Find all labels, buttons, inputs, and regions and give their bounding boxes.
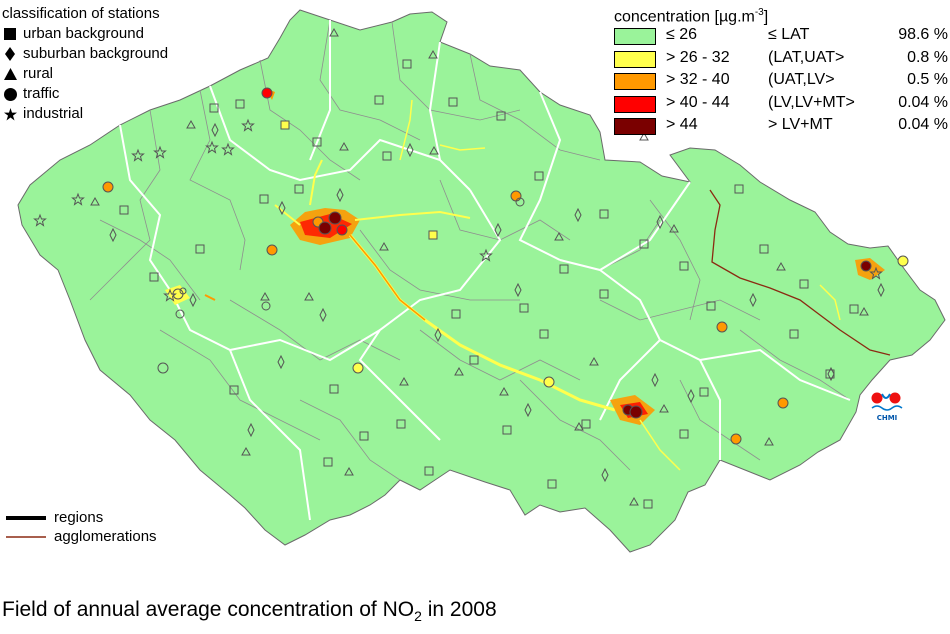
lines-legend: regions agglomerations — [6, 508, 157, 546]
class-range: > 26 - 32 — [666, 48, 730, 66]
concentration-class-2: > 32 - 40 (UAT,LV> 0.5 % — [614, 71, 948, 94]
concentration-legend: concentration [µg.m-3] ≤ 26 ≤ LAT 98.6 % > … — [614, 2, 948, 139]
legend-regions: regions — [6, 508, 157, 527]
class-range: ≤ 26 — [666, 26, 698, 43]
class-range: > 32 - 40 — [666, 71, 730, 88]
class-label: > LV+MT — [768, 116, 833, 133]
class-range: > 44 — [666, 116, 698, 133]
industrial-stations — [33, 118, 883, 302]
concentration-class-4: > 44 > LV+MT 0.04 % — [614, 116, 948, 139]
legend-traffic: traffic — [2, 84, 168, 104]
agglomerations-line-icon — [6, 535, 46, 538]
class-percent: 0.5 % — [907, 71, 948, 88]
traffic-stations — [102, 87, 909, 445]
concentration-class-3: > 40 - 44 (LV,LV+MT> 0.04 % — [614, 93, 948, 117]
class-percent: 0.04 % — [898, 93, 948, 111]
suburban-background-stations — [109, 122, 885, 483]
triangle-icon — [2, 68, 18, 80]
map-caption: Field of annual average concentration of… — [2, 598, 497, 625]
class-label: (UAT,LV> — [768, 71, 835, 88]
legend-urban-background: urban background — [2, 24, 168, 44]
regions-line-icon — [6, 515, 46, 520]
color-swatch — [614, 118, 656, 135]
concentration-class-0: ≤ 26 ≤ LAT 98.6 % — [614, 26, 948, 49]
chmi-logo-icon — [871, 392, 903, 411]
color-swatch — [614, 73, 656, 90]
urban-background-stations — [119, 59, 859, 509]
rural-stations — [90, 27, 869, 506]
class-range: > 40 - 44 — [666, 93, 730, 111]
chmi-logo: CHMI — [868, 390, 906, 424]
stations-legend-title: classification of stations — [2, 5, 160, 22]
color-swatch — [614, 50, 656, 68]
square-icon — [2, 28, 18, 40]
legend-rural: rural — [2, 64, 168, 84]
class-label: (LV,LV+MT> — [768, 93, 855, 111]
class-percent: 0.8 % — [907, 48, 948, 66]
stations-legend: classification of stations urban backgro… — [2, 4, 168, 124]
star-icon — [2, 107, 18, 121]
concentration-legend-title: concentration [µg.m-3] — [614, 7, 769, 26]
agglomeration-border — [709, 189, 891, 356]
class-percent: 0.04 % — [898, 116, 948, 133]
concentration-class-1: > 26 - 32 (LAT,UAT> 0.8 % — [614, 48, 948, 72]
diamond-icon — [2, 47, 18, 61]
class-label: ≤ LAT — [768, 26, 810, 43]
circle-icon — [2, 87, 18, 101]
class-label: (LAT,UAT> — [768, 48, 845, 66]
class-percent: 98.6 % — [898, 26, 948, 43]
stations — [33, 27, 909, 509]
country-area — [17, 9, 946, 553]
color-swatch — [614, 95, 656, 113]
legend-industrial: industrial — [2, 104, 168, 124]
legend-suburban-background: suburban background — [2, 44, 168, 64]
color-swatch — [614, 28, 656, 45]
district-borders — [89, 19, 851, 481]
legend-agglomerations: agglomerations — [6, 527, 157, 546]
